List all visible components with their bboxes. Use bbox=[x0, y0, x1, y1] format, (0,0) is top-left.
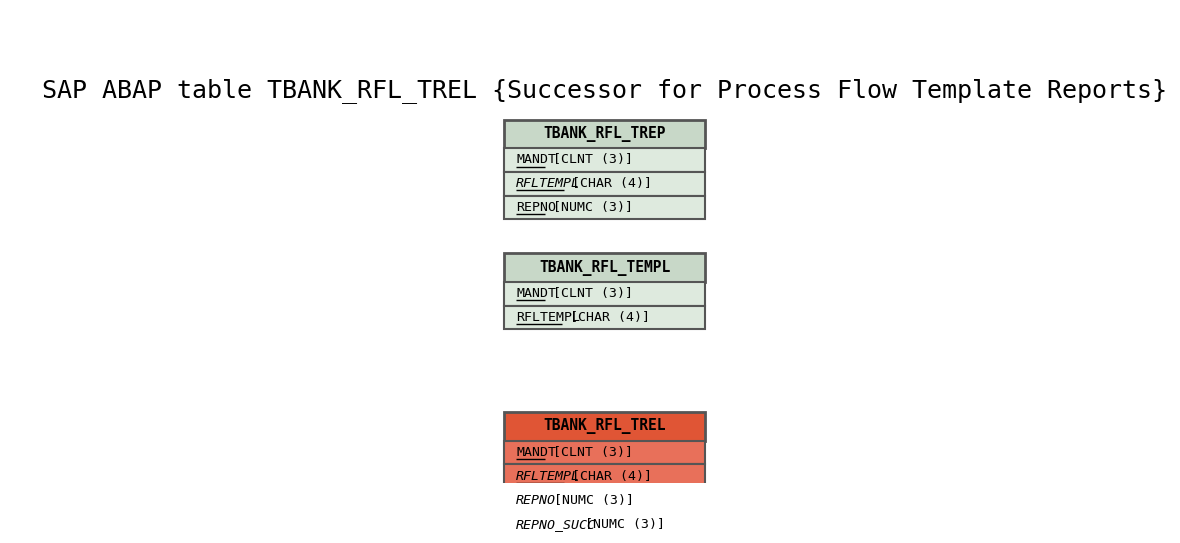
Text: REPNO: REPNO bbox=[516, 494, 556, 507]
FancyBboxPatch shape bbox=[504, 512, 706, 536]
FancyBboxPatch shape bbox=[504, 195, 706, 219]
Text: [CHAR (4)]: [CHAR (4)] bbox=[564, 470, 653, 483]
FancyBboxPatch shape bbox=[504, 306, 706, 330]
Text: [CLNT (3)]: [CLNT (3)] bbox=[545, 446, 632, 459]
FancyBboxPatch shape bbox=[504, 148, 706, 172]
Text: MANDT: MANDT bbox=[516, 153, 556, 166]
FancyBboxPatch shape bbox=[504, 464, 706, 488]
Text: [NUMC (3)]: [NUMC (3)] bbox=[546, 494, 635, 507]
Text: [CLNT (3)]: [CLNT (3)] bbox=[545, 153, 632, 166]
Text: REPNO: REPNO bbox=[516, 201, 556, 214]
Text: TBANK_RFL_TREP: TBANK_RFL_TREP bbox=[544, 126, 666, 142]
Text: RFLTEMPL: RFLTEMPL bbox=[516, 470, 581, 483]
Text: [CHAR (4)]: [CHAR (4)] bbox=[564, 177, 653, 190]
Text: MANDT: MANDT bbox=[516, 446, 556, 459]
Text: TBANK_RFL_TREL: TBANK_RFL_TREL bbox=[544, 419, 666, 434]
Text: TBANK_RFL_TEMPL: TBANK_RFL_TEMPL bbox=[539, 260, 670, 275]
FancyBboxPatch shape bbox=[504, 282, 706, 306]
FancyBboxPatch shape bbox=[504, 488, 706, 512]
Text: SAP ABAP table TBANK_RFL_TREL {Successor for Process Flow Template Reports}: SAP ABAP table TBANK_RFL_TREL {Successor… bbox=[42, 78, 1167, 103]
FancyBboxPatch shape bbox=[504, 253, 706, 282]
Text: [CLNT (3)]: [CLNT (3)] bbox=[545, 287, 632, 300]
FancyBboxPatch shape bbox=[504, 412, 706, 440]
Text: REPNO_SUCC: REPNO_SUCC bbox=[516, 517, 596, 531]
Text: [CHAR (4)]: [CHAR (4)] bbox=[562, 311, 650, 324]
Text: MANDT: MANDT bbox=[516, 287, 556, 300]
Text: RFLTEMPL: RFLTEMPL bbox=[516, 311, 581, 324]
Text: RFLTEMPL: RFLTEMPL bbox=[516, 177, 581, 190]
FancyBboxPatch shape bbox=[504, 119, 706, 148]
Text: [NUMC (3)]: [NUMC (3)] bbox=[545, 201, 632, 214]
Text: [NUMC (3)]: [NUMC (3)] bbox=[577, 517, 664, 531]
FancyBboxPatch shape bbox=[504, 440, 706, 464]
FancyBboxPatch shape bbox=[504, 172, 706, 195]
